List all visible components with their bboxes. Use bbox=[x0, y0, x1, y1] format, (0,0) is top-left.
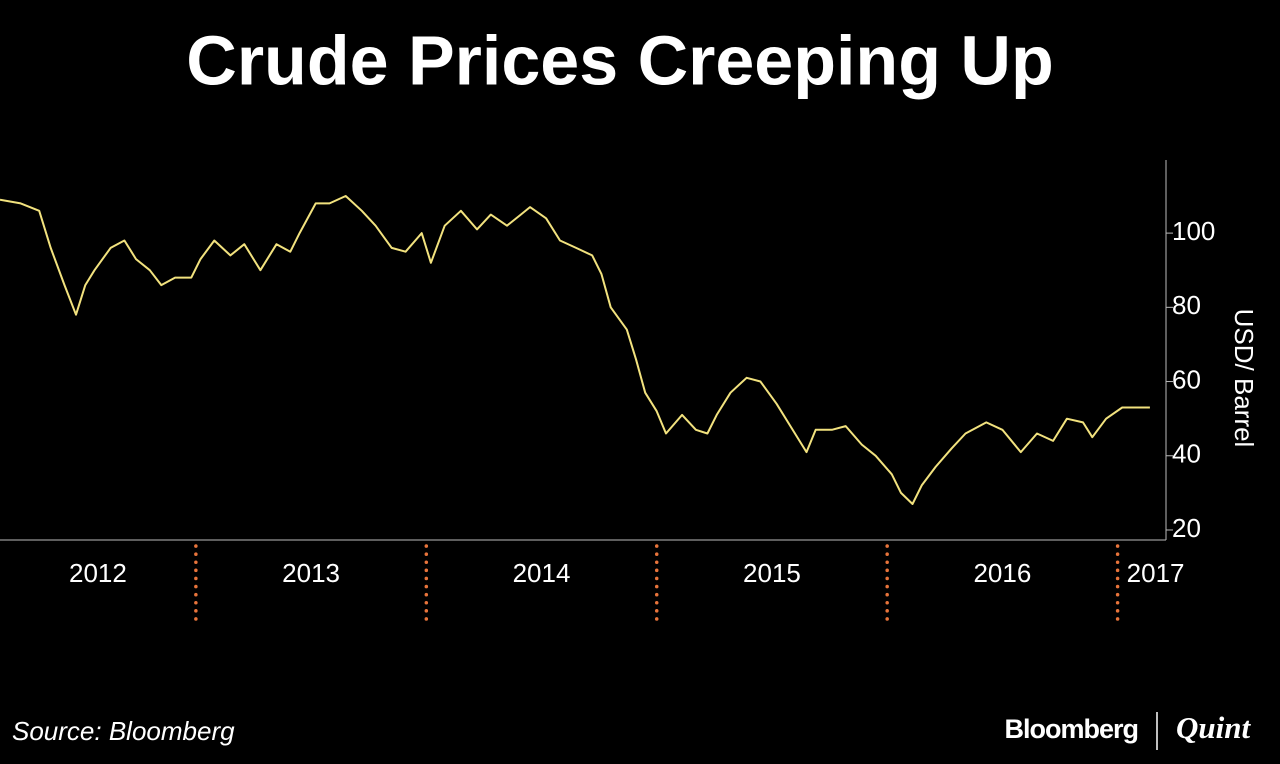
x-tick-label: 2015 bbox=[743, 558, 801, 588]
source: Source: Bloomberg bbox=[12, 716, 235, 746]
y-tick-label: 20 bbox=[1172, 513, 1201, 543]
x-tick-label: 2017 bbox=[1127, 558, 1185, 588]
x-tick-label: 2013 bbox=[282, 558, 340, 588]
x-tick-label: 2016 bbox=[973, 558, 1031, 588]
y-tick-label: 60 bbox=[1172, 364, 1201, 394]
x-tick-label: 2014 bbox=[513, 558, 571, 588]
x-tick-label: 2012 bbox=[69, 558, 127, 588]
y-tick-label: 100 bbox=[1172, 216, 1215, 246]
chart-title: Crude Prices Creeping Up bbox=[186, 21, 1053, 99]
y-tick-label: 40 bbox=[1172, 439, 1201, 469]
price-line bbox=[0, 195, 1150, 505]
brand-quint: Quint bbox=[1176, 710, 1251, 745]
brand-bloomberg: Bloomberg bbox=[1004, 714, 1138, 744]
y-axis-label: USD/ Barrel bbox=[1229, 309, 1259, 448]
y-tick-label: 80 bbox=[1172, 290, 1201, 320]
